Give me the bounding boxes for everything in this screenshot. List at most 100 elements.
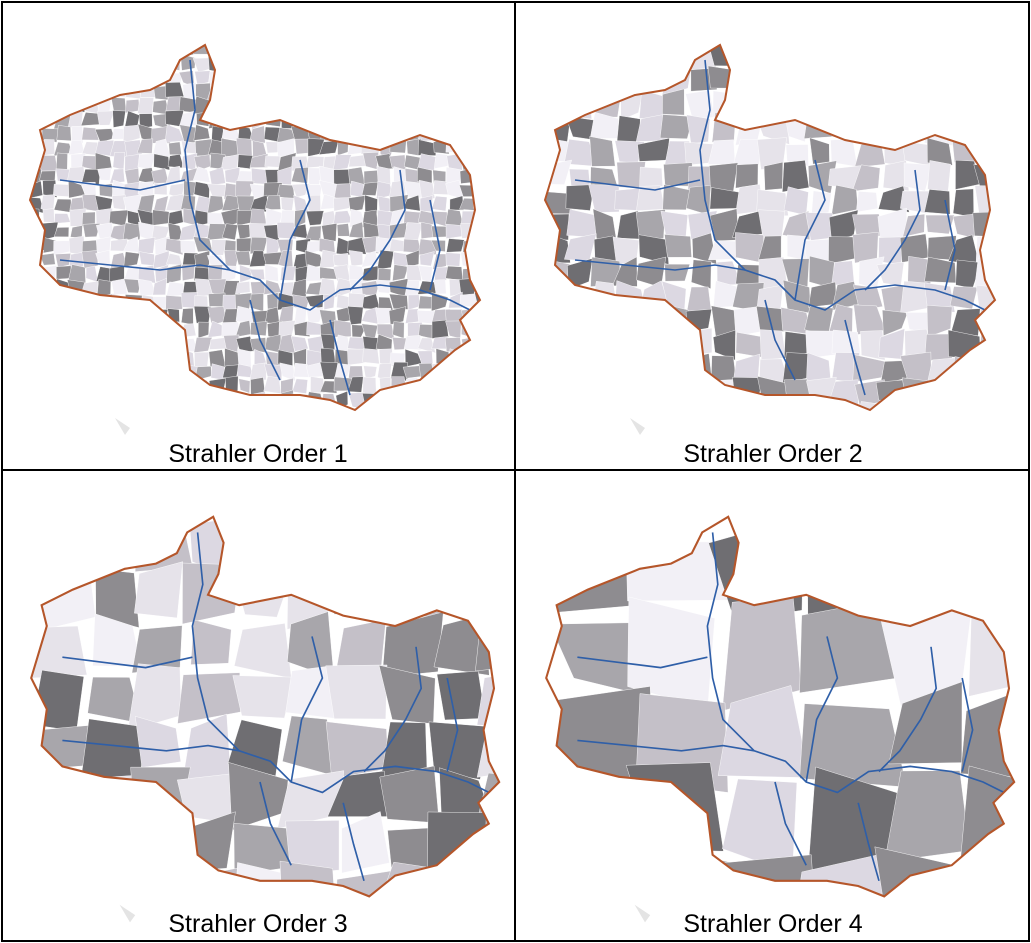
subbasin [831, 184, 859, 216]
subbasin [635, 209, 666, 241]
subbasin [491, 570, 500, 619]
subbasin [978, 140, 995, 164]
subbasin [418, 403, 436, 410]
subbasin [82, 223, 101, 238]
subbasin [137, 97, 154, 116]
subbasin [485, 861, 500, 897]
subbasin [806, 45, 835, 73]
subbasin [291, 408, 311, 410]
subbasin [209, 45, 223, 56]
subbasin [362, 419, 380, 434]
subbasin [192, 166, 211, 183]
subbasin [53, 349, 71, 366]
subbasin [827, 91, 856, 122]
subbasin [361, 97, 380, 115]
subbasin [996, 166, 1026, 192]
subbasin [181, 264, 195, 281]
subbasin [71, 126, 84, 144]
subbasin [31, 625, 88, 679]
subbasin [432, 405, 448, 410]
subbasin [110, 362, 125, 382]
subbasin [112, 323, 128, 339]
subbasin [292, 113, 310, 127]
subbasin [285, 820, 340, 875]
subbasin [362, 152, 379, 170]
subbasin [403, 335, 423, 351]
subbasin [806, 376, 837, 407]
subbasin [363, 57, 381, 71]
subbasin [97, 167, 112, 181]
subbasin [56, 83, 72, 101]
subbasin [389, 98, 407, 115]
subbasin [405, 69, 422, 88]
subbasin [110, 334, 129, 351]
subbasin [39, 279, 54, 296]
subbasin [182, 562, 242, 625]
subbasin [164, 408, 183, 410]
subbasin [137, 237, 156, 254]
subbasin [374, 110, 395, 129]
subbasin [98, 45, 112, 59]
subbasin [997, 356, 1029, 385]
subbasin [952, 213, 980, 239]
subbasin [67, 45, 85, 57]
subbasin [85, 265, 99, 283]
subbasin [124, 309, 143, 326]
subbasin [419, 99, 434, 115]
subbasin [568, 331, 598, 362]
subbasin [336, 223, 350, 237]
subbasin [43, 391, 57, 409]
subbasin [30, 278, 44, 295]
subbasin [305, 55, 323, 74]
subbasin [68, 390, 85, 410]
subbasin [320, 333, 335, 354]
subbasin [488, 110, 506, 129]
subbasin [138, 422, 154, 437]
map-panel [30, 515, 501, 923]
subbasin [349, 418, 364, 436]
subbasin [488, 334, 505, 352]
subbasin [125, 294, 143, 310]
subbasin [781, 68, 808, 97]
subbasin [545, 356, 572, 379]
subbasin [138, 320, 156, 338]
subbasin [181, 152, 198, 171]
subbasin [462, 111, 475, 128]
subbasin [431, 111, 449, 129]
subbasin [460, 45, 477, 59]
subbasin [180, 194, 196, 211]
subbasin [137, 306, 157, 326]
subbasin [588, 401, 622, 410]
subbasin [281, 404, 297, 410]
subbasin [432, 419, 447, 437]
subbasin [111, 350, 128, 368]
subbasin [34, 517, 83, 581]
subbasin [125, 71, 142, 88]
subbasin [136, 392, 156, 410]
subbasin [325, 664, 388, 720]
subbasin [237, 406, 254, 410]
subbasin [323, 418, 338, 432]
subbasin [264, 45, 281, 58]
subbasin [293, 45, 311, 58]
subbasin [70, 225, 83, 239]
subbasin [613, 308, 643, 331]
subbasin [41, 377, 57, 394]
subbasin [236, 137, 253, 158]
subbasin [877, 207, 907, 241]
subbasin [1000, 328, 1027, 361]
subbasin [235, 45, 254, 57]
subbasin [348, 154, 366, 168]
subbasin [473, 336, 480, 354]
subbasin [1002, 235, 1029, 262]
subbasin [405, 404, 423, 410]
subbasin [376, 98, 395, 116]
subbasin [249, 125, 266, 144]
subbasin [54, 392, 73, 410]
subbasin [390, 563, 442, 619]
subbasin [446, 238, 465, 253]
subbasin [926, 137, 953, 166]
subbasin [902, 213, 925, 238]
subbasin [809, 137, 830, 165]
subbasin [292, 67, 309, 87]
